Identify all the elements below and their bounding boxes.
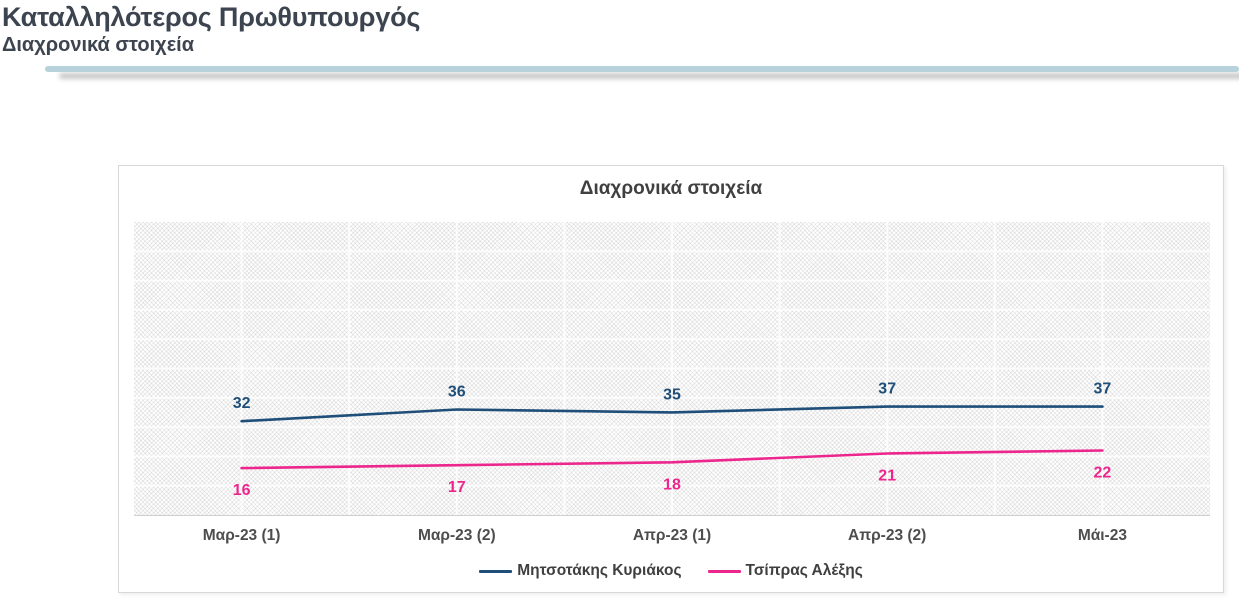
data-label: 35	[663, 386, 681, 403]
data-label: 18	[663, 476, 681, 493]
data-label: 36	[448, 384, 466, 401]
series-line-0	[240, 405, 1104, 423]
legend-label: Τσίπρας Αλέξης	[745, 562, 863, 579]
data-label: 21	[878, 468, 896, 485]
x-axis-label: Απρ-23 (1)	[632, 527, 712, 544]
legend-line-swatch	[707, 569, 741, 573]
series-line-1	[240, 449, 1104, 470]
x-axis-label: Μάι-23	[1077, 527, 1127, 544]
data-label: 17	[448, 479, 466, 496]
data-label: 37	[1094, 381, 1112, 398]
chart-legend: Μητσοτάκης Κυριάκος Τσίπρας Αλέξης	[119, 559, 1223, 583]
data-label: 16	[233, 482, 251, 499]
legend-item: Τσίπρας Αλέξης	[707, 562, 863, 580]
x-axis-label: Μαρ-23 (2)	[417, 527, 496, 544]
chart-card: Διαχρονικά στοιχεία 32 36 35 37 37 16 17 18 21 22…	[118, 165, 1224, 593]
line-chart-svg: 32 36 35 37 37 16 17 18 21 22	[134, 222, 1210, 515]
legend-item: Μητσοτάκης Κυριάκος	[479, 562, 682, 580]
data-label: 37	[878, 381, 896, 398]
legend-label: Μητσοτάκης Κυριάκος	[517, 562, 682, 579]
page-title: Καταλληλότερος Πρωθυπουργός	[2, 2, 421, 32]
plot-area: 32 36 35 37 37 16 17 18 21 22	[134, 222, 1210, 516]
legend-line-swatch	[479, 569, 513, 573]
x-axis-label: Μαρ-23 (1)	[202, 527, 281, 544]
page-header: Καταλληλότερος Πρωθυπουργός Διαχρονικά σ…	[2, 2, 421, 57]
x-axis-label: Απρ-23 (2)	[848, 527, 927, 544]
header-divider-bar	[45, 66, 1239, 72]
chart-title: Διαχρονικά στοιχεία	[579, 178, 763, 199]
page-subtitle: Διαχρονικά στοιχεία	[2, 33, 195, 56]
data-label: 32	[233, 395, 251, 412]
data-label: 22	[1094, 465, 1112, 482]
x-axis: Μαρ-23 (1) Μαρ-23 (2) Απρ-23 (1) Απρ-23 (2)…	[134, 527, 1210, 551]
